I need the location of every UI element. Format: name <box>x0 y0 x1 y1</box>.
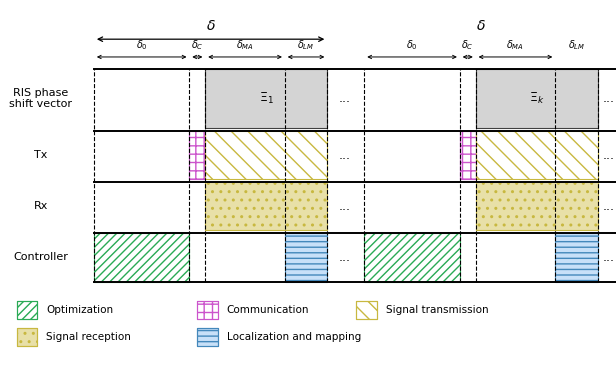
Text: ...: ... <box>339 148 351 161</box>
Text: Rx: Rx <box>34 201 48 211</box>
Text: $\delta_{MA}$: $\delta_{MA}$ <box>236 38 254 52</box>
Text: $\delta_0$: $\delta_0$ <box>136 38 148 52</box>
Text: $\delta_C$: $\delta_C$ <box>191 38 204 52</box>
Text: $\delta_0$: $\delta_0$ <box>406 38 418 52</box>
Text: Signal transmission: Signal transmission <box>386 305 488 315</box>
Text: ...: ... <box>602 251 614 264</box>
Text: ...: ... <box>339 200 351 213</box>
Bar <box>476 69 598 128</box>
Bar <box>285 233 327 282</box>
Bar <box>205 131 327 179</box>
Text: ...: ... <box>602 92 614 105</box>
Bar <box>197 328 217 346</box>
Text: $\delta_{MA}$: $\delta_{MA}$ <box>506 38 524 52</box>
Bar <box>197 301 217 319</box>
Text: Tx: Tx <box>34 150 47 160</box>
Text: Localization and mapping: Localization and mapping <box>227 332 361 342</box>
Text: Communication: Communication <box>227 305 309 315</box>
Text: ...: ... <box>339 251 351 264</box>
Bar <box>555 233 598 282</box>
Bar <box>205 131 327 179</box>
Text: ...: ... <box>602 148 614 161</box>
Text: ...: ... <box>339 92 351 105</box>
Text: $\delta_{LM}$: $\delta_{LM}$ <box>298 38 315 52</box>
Bar <box>94 233 189 282</box>
Bar <box>17 328 37 346</box>
Text: $\delta$: $\delta$ <box>476 19 486 33</box>
Bar <box>460 131 476 179</box>
Bar <box>189 131 205 179</box>
Bar <box>205 182 327 230</box>
Bar <box>94 233 189 282</box>
Bar <box>285 233 327 282</box>
Bar <box>555 233 598 282</box>
Bar <box>476 131 598 179</box>
Bar <box>364 233 460 282</box>
Bar <box>205 69 327 128</box>
Bar <box>364 233 460 282</box>
Text: RIS phase
shift vector: RIS phase shift vector <box>9 88 73 109</box>
Text: Optimization: Optimization <box>46 305 113 315</box>
Bar <box>189 131 205 179</box>
Bar <box>205 182 327 230</box>
Bar <box>476 182 598 230</box>
Text: $\Xi_k$: $\Xi_k$ <box>529 91 545 106</box>
Text: Signal reception: Signal reception <box>46 332 131 342</box>
Bar <box>357 301 376 319</box>
Text: ...: ... <box>602 200 614 213</box>
Bar <box>476 182 598 230</box>
Bar <box>357 301 376 319</box>
Bar <box>197 328 217 346</box>
Text: $\delta$: $\delta$ <box>206 19 216 33</box>
Bar <box>17 328 37 346</box>
Bar <box>17 301 37 319</box>
Text: Controller: Controller <box>14 252 68 262</box>
Text: $\delta_C$: $\delta_C$ <box>461 38 474 52</box>
Text: $\delta_{LM}$: $\delta_{LM}$ <box>568 38 585 52</box>
Bar <box>197 301 217 319</box>
Bar <box>476 131 598 179</box>
Text: $\Xi_1$: $\Xi_1$ <box>259 91 274 106</box>
Bar <box>460 131 476 179</box>
Bar <box>17 301 37 319</box>
